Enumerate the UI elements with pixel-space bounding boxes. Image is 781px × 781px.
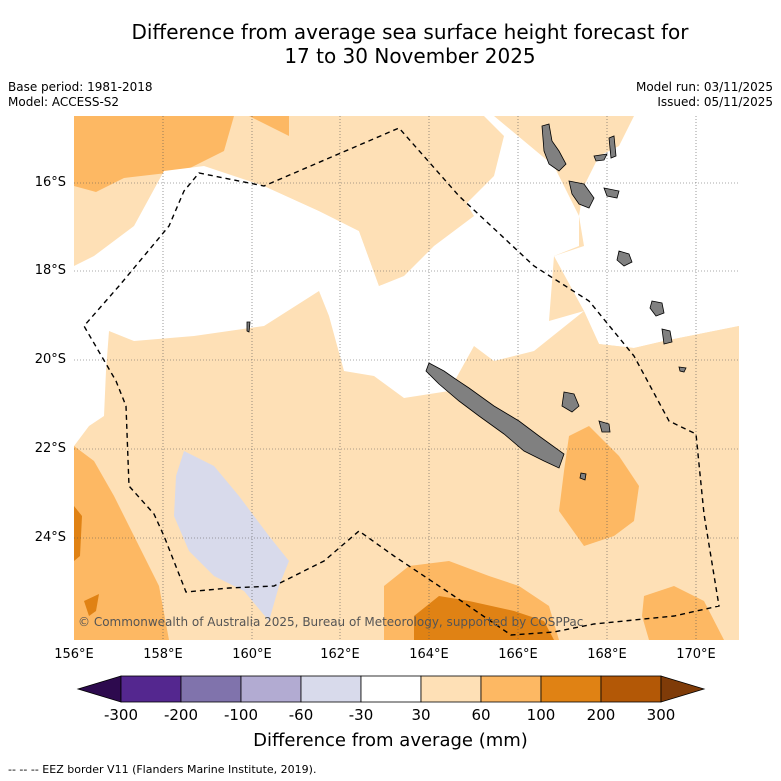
copyright-notice: © Commonwealth of Australia 2025, Bureau…: [78, 615, 583, 629]
anomaly-100-200-left: [74, 506, 82, 561]
colorbar-bin: [240, 675, 302, 703]
new-caledonia-island: [425, 362, 565, 469]
colorbar-tick-label: 200: [586, 706, 616, 724]
lat-label: 16°S: [34, 175, 66, 190]
anomaly-60-100-region-east: [559, 426, 639, 546]
vanuatu-island-4: [616, 250, 633, 267]
vanuatu-small-island: [593, 153, 608, 162]
title-line-1: Difference from average sea surface heig…: [131, 20, 689, 44]
lon-label: 170°E: [676, 647, 716, 662]
colorbar-bins: [120, 675, 662, 703]
lon-label: 166°E: [498, 647, 538, 662]
colorbar-bin: [180, 675, 242, 703]
colorbar-bin: [420, 675, 482, 703]
colorbar-title: Difference from average (mm): [253, 730, 528, 751]
vanuatu-island-3: [603, 187, 620, 199]
colorbar-tick-label: 30: [411, 706, 431, 724]
landmass: [246, 123, 687, 481]
lat-label: 18°S: [34, 263, 66, 278]
lat-label: 20°S: [34, 352, 66, 367]
colorbar: [76, 675, 706, 703]
anomaly-100-200-left-small: [84, 594, 99, 616]
eez-border: [83, 127, 720, 636]
vanuatu-island-5: [649, 300, 665, 317]
lon-label: 164°E: [409, 647, 449, 662]
colorbar-tick-label: -60: [288, 706, 314, 724]
colorbar-left-arrow: [76, 675, 122, 703]
small-island-2: [678, 366, 687, 373]
meta-left: Base period: 1981-2018 Model: ACCESS-S2: [8, 80, 153, 110]
anomaly-30-60-tongue: [229, 116, 474, 286]
lon-label: 168°E: [587, 647, 627, 662]
anomaly-neutral-region-east: [554, 116, 739, 348]
page-title: Difference from average sea surface heig…: [0, 20, 781, 68]
anomaly-60-100-region-southeast: [642, 586, 724, 640]
small-island-3: [246, 321, 251, 333]
colorbar-bin: [480, 675, 542, 703]
anomaly-negative-region: [174, 451, 289, 621]
vanuatu-island-6: [661, 328, 673, 345]
vanuatu-island: [568, 180, 595, 209]
anomaly-neutral-region: [74, 116, 584, 446]
vanuatu-north-island: [541, 123, 567, 172]
lat-label: 22°S: [34, 441, 66, 456]
colorbar-tick-label: 60: [471, 706, 491, 724]
lon-label: 156°E: [54, 647, 94, 662]
colorbar-bin: [120, 675, 182, 703]
eez-legend-note: -- -- -- EEZ border V11 (Flanders Marine…: [8, 763, 317, 776]
lon-label: 160°E: [232, 647, 272, 662]
anomaly-60-100-region-topleft: [74, 116, 234, 192]
colorbar-tick-label: -30: [348, 706, 374, 724]
anomaly-60-100-small: [249, 116, 289, 136]
colorbar-tick-label: 300: [646, 706, 676, 724]
colorbar-tick-label: -200: [163, 706, 199, 724]
lat-label: 24°S: [34, 530, 66, 545]
graticule: [74, 116, 739, 640]
anomaly-60-100-region-left: [74, 446, 169, 640]
colorbar-tick-label: 100: [526, 706, 556, 724]
colorbar-bin: [600, 675, 662, 703]
sea-height-map: © Commonwealth of Australia 2025, Bureau…: [74, 116, 739, 640]
small-island: [579, 472, 587, 481]
colorbar-right-arrow: [660, 675, 706, 703]
colorbar-bin: [360, 675, 422, 703]
colorbar-tick-label: -100: [223, 706, 259, 724]
loyalty-island: [561, 391, 580, 413]
model-name: Model: ACCESS-S2: [8, 95, 120, 109]
base-period: Base period: 1981-2018: [8, 80, 153, 94]
colorbar-tick-label: -300: [103, 706, 139, 724]
model-run: Model run: 03/11/2025: [635, 80, 773, 94]
meta-right: Model run: 03/11/2025 Issued: 05/11/2025: [636, 80, 773, 110]
anomaly-100-200-region-south: [414, 596, 554, 640]
lon-label: 158°E: [143, 647, 183, 662]
vanuatu-small-island-2: [608, 135, 617, 159]
colorbar-bin: [540, 675, 602, 703]
lon-label: 162°E: [320, 647, 360, 662]
issued-date: Issued: 05/11/2025: [657, 95, 773, 109]
colorbar-bin: [300, 675, 362, 703]
anomaly-30-60-region-east: [584, 311, 739, 436]
title-line-2: 17 to 30 November 2025: [284, 44, 536, 68]
loyalty-island-2: [598, 420, 611, 433]
